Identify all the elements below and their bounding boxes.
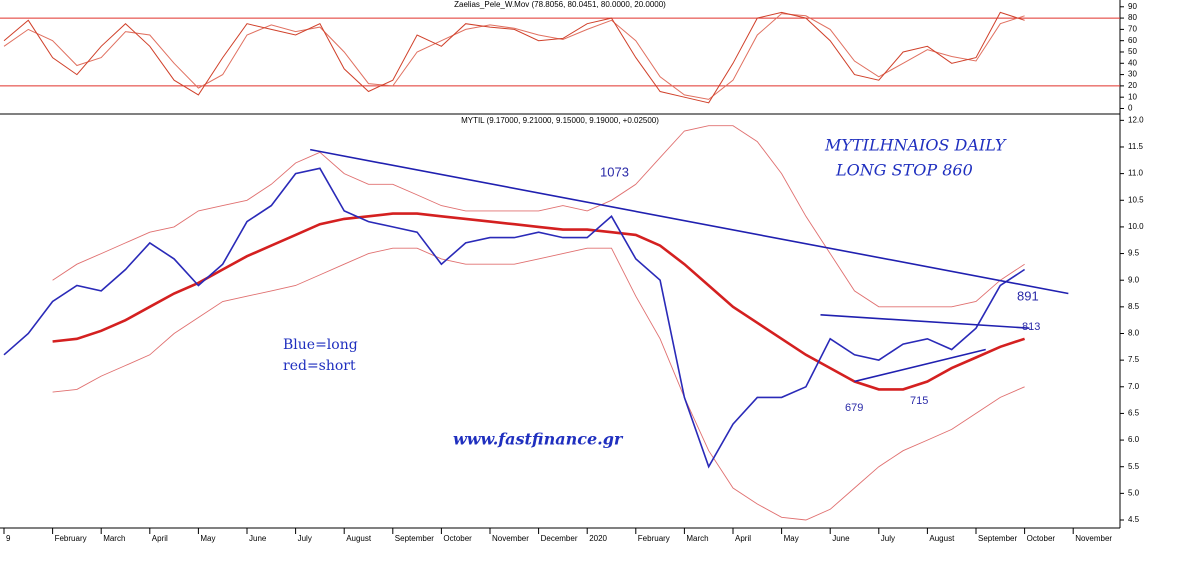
- y-tick-label: 60: [1128, 36, 1137, 45]
- y-tick-label: 70: [1128, 24, 1137, 33]
- series-line: [52, 247, 1025, 521]
- annotation: MYTILHNAIOS DAILY: [824, 136, 1007, 155]
- x-tick-label: August: [346, 534, 372, 543]
- y-tick-label: 10.5: [1128, 195, 1144, 204]
- y-tick-label: 80: [1128, 13, 1137, 22]
- x-tick-label: October: [1027, 534, 1056, 543]
- trendline: [854, 348, 986, 383]
- y-tick-label: 90: [1128, 2, 1137, 11]
- series-line: [52, 125, 1025, 308]
- y-tick-label: 9.0: [1128, 275, 1140, 284]
- trendline: [310, 148, 1069, 295]
- annotation: 679: [845, 402, 863, 414]
- x-tick-label: June: [249, 534, 267, 543]
- y-tick-label: 30: [1128, 70, 1137, 79]
- y-tick-label: 12.0: [1128, 115, 1144, 124]
- y-tick-label: 9.5: [1128, 249, 1140, 258]
- annotation: red=short: [283, 358, 356, 374]
- y-tick-label: 8.0: [1128, 329, 1140, 338]
- y-tick-label: 8.5: [1128, 302, 1140, 311]
- x-tick-label: February: [55, 534, 87, 543]
- annotation: 813: [1022, 321, 1040, 333]
- annotation: 715: [910, 395, 928, 407]
- y-tick-label: 11.5: [1128, 142, 1144, 151]
- x-tick-label: 9: [6, 534, 11, 543]
- y-tick-label: 7.0: [1128, 382, 1140, 391]
- x-tick-label: November: [492, 534, 529, 543]
- x-tick-label: June: [832, 534, 850, 543]
- price-title: MYTIL (9.17000, 9.21000, 9.15000, 9.1900…: [461, 116, 659, 125]
- oscillator-title: Zaelias_Pele_W.Mov (78.8056, 80.0451, 80…: [454, 0, 666, 9]
- y-tick-label: 5.5: [1128, 462, 1140, 471]
- x-tick-label: September: [978, 534, 1017, 543]
- x-tick-label: February: [638, 534, 670, 543]
- annotation: LONG STOP 860: [835, 161, 973, 180]
- annotation: Blue=long: [283, 337, 358, 353]
- y-tick-label: 20: [1128, 81, 1137, 90]
- y-tick-label: 0: [1128, 104, 1133, 113]
- x-tick-label: March: [686, 534, 708, 543]
- y-tick-label: 40: [1128, 58, 1137, 67]
- x-tick-label: April: [152, 534, 168, 543]
- x-tick-label: December: [541, 534, 578, 543]
- x-tick-label: April: [735, 534, 751, 543]
- y-tick-label: 4.5: [1128, 515, 1140, 524]
- series-line: [52, 212, 1026, 391]
- x-tick-label: October: [443, 534, 472, 543]
- y-tick-label: 6.0: [1128, 435, 1140, 444]
- x-tick-label: August: [929, 534, 955, 543]
- annotation: 1073: [600, 164, 629, 179]
- y-tick-label: 50: [1128, 47, 1137, 56]
- y-tick-label: 7.5: [1128, 355, 1140, 364]
- x-tick-label: May: [200, 534, 215, 543]
- y-tick-label: 11.0: [1128, 169, 1144, 178]
- series-line: [3, 11, 1025, 104]
- x-tick-label: May: [784, 534, 799, 543]
- x-tick-label: 2020: [589, 534, 607, 543]
- trendline: [820, 314, 1030, 329]
- x-tick-label: July: [298, 534, 312, 543]
- series-line: [3, 13, 1025, 100]
- x-tick-label: November: [1075, 534, 1112, 543]
- x-tick-label: July: [881, 534, 895, 543]
- y-tick-label: 10: [1128, 92, 1137, 101]
- y-tick-label: 5.0: [1128, 488, 1140, 497]
- y-tick-label: 6.5: [1128, 409, 1140, 418]
- y-tick-label: 10.0: [1128, 222, 1144, 231]
- x-tick-label: September: [395, 534, 434, 543]
- x-tick-label: March: [103, 534, 125, 543]
- annotation: 891: [1017, 288, 1039, 303]
- series-line: [3, 167, 1026, 469]
- annotation: www.fastfinance.gr: [453, 430, 624, 449]
